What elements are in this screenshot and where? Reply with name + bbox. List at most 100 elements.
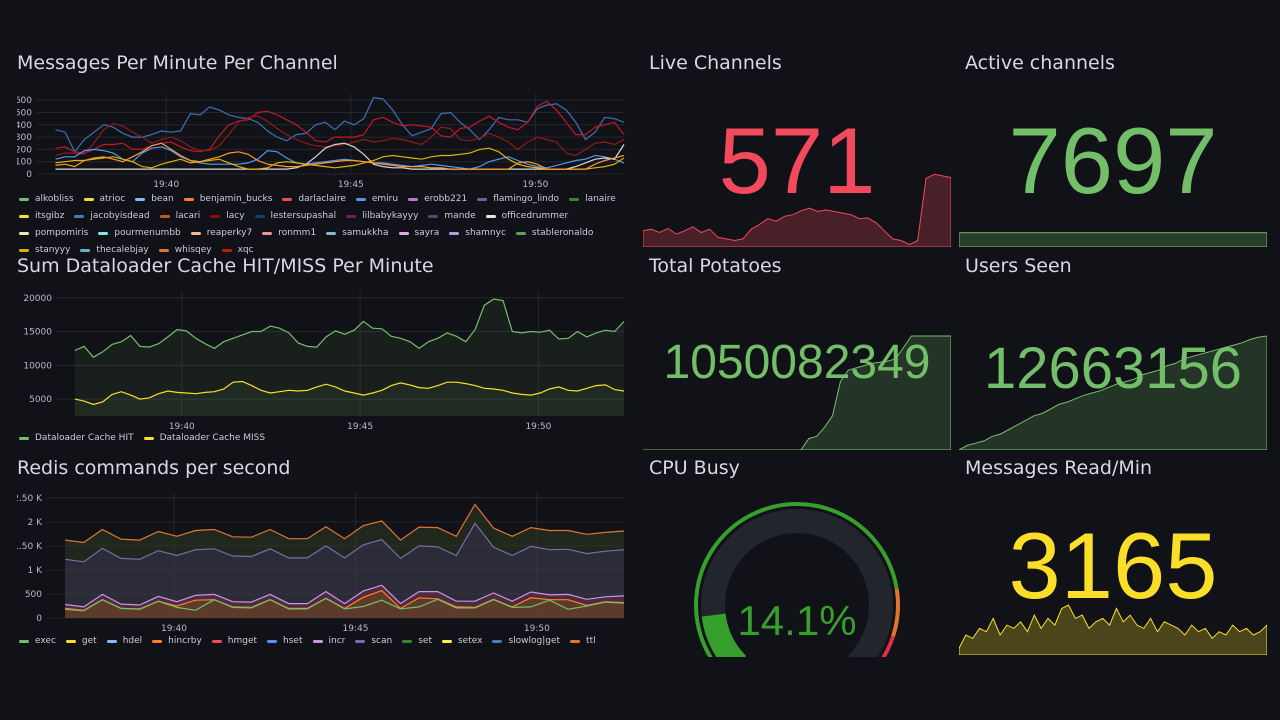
legend-item[interactable]: hmget	[211, 636, 258, 646]
legend-label: atrioc	[99, 194, 126, 204]
dataloader-cache-panel: Sum Dataloader Cache HIT/MISS Per Minute…	[17, 255, 629, 450]
legend-item[interactable]: itsgibz	[19, 211, 64, 221]
legend-label: samukkha	[342, 228, 389, 238]
legend-item[interactable]: setex	[441, 636, 482, 646]
legend-item[interactable]: stableronaldo	[515, 228, 594, 238]
stat-value: 571	[718, 108, 876, 213]
legend-label: shamnyc	[465, 228, 506, 238]
legend-swatch	[346, 214, 357, 218]
legend-item[interactable]: xqc	[221, 245, 254, 255]
y-tick-label: 1.50 K	[17, 542, 43, 552]
legend-item[interactable]: lacari	[159, 211, 200, 221]
x-tick-label: 19:45	[347, 422, 373, 432]
legend-item[interactable]: hincrby	[152, 636, 202, 646]
legend-item[interactable]: sayra	[398, 228, 439, 238]
legend-swatch	[408, 197, 419, 201]
legend-label: hmget	[227, 636, 258, 646]
legend-item[interactable]: benjamin_bucks	[183, 194, 272, 204]
legend-item[interactable]: shamnyc	[449, 228, 506, 238]
redis-chart[interactable]: 0 500 1 K 1.50 K 2 K 2.50 K 19:40 19:45 19:50	[17, 489, 629, 634]
legend-swatch	[19, 248, 29, 252]
panel-title: Redis commands per second	[17, 457, 291, 479]
legend-item[interactable]: bean	[135, 194, 174, 204]
y-tick-label: 2 K	[28, 518, 44, 528]
legend-item[interactable]: get	[65, 636, 97, 646]
stat-value: 1050082349	[663, 336, 931, 389]
legend-label: jacobyisdead	[90, 211, 150, 221]
legend-item[interactable]: hset	[267, 636, 303, 646]
legend-item[interactable]: mande	[428, 211, 476, 221]
legend-item[interactable]: atrioc	[83, 194, 126, 204]
legend-item[interactable]: lanaire	[569, 194, 616, 204]
legend-swatch	[492, 639, 503, 643]
cache-chart[interactable]: 5000 10000 15000 20000 19:40 19:45 19:50	[17, 287, 629, 432]
legend-item[interactable]: jacobyisdead	[74, 211, 150, 221]
cpu-gauge	[694, 502, 900, 657]
legend-item[interactable]: alkobliss	[19, 194, 74, 204]
y-tick-label: 15000	[23, 328, 52, 338]
series-area-hincrby	[65, 590, 625, 618]
legend-label: erobb221	[424, 194, 468, 204]
stat-panel-users-seen: Users Seen 12663156	[959, 255, 1267, 450]
series-line-slowlog|get	[65, 522, 625, 563]
series-line-stanyyy	[55, 147, 625, 170]
legend-item[interactable]: scan	[355, 636, 392, 646]
legend-item[interactable]: whisqey	[158, 245, 212, 255]
legend-swatch	[570, 639, 581, 643]
legend-item[interactable]: darlaclaire	[282, 194, 346, 204]
legend-label: get	[81, 636, 97, 646]
legend-item[interactable]: Dataloader Cache MISS	[143, 433, 265, 443]
legend-label: thecalebjay	[96, 245, 149, 255]
legend-label: stableronaldo	[531, 228, 594, 238]
legend-item[interactable]: set	[402, 636, 432, 646]
series-area-Dataloader Cache MISS	[74, 381, 625, 416]
gauge-threshold-orange	[891, 588, 900, 637]
legend-swatch	[159, 214, 170, 218]
x-tick-label: 19:40	[161, 624, 187, 634]
y-tick-label: 200	[17, 145, 32, 155]
legend-item[interactable]: ronmm1	[262, 228, 316, 238]
legend-item[interactable]: emiru	[355, 194, 398, 204]
legend-item[interactable]: reaperky7	[190, 228, 252, 238]
legend-item[interactable]: incr	[312, 636, 345, 646]
y-tick-label: 0	[36, 614, 42, 624]
legend-item[interactable]: samukkha	[326, 228, 389, 238]
legend-label: pourmenumbb	[114, 228, 181, 238]
x-tick-label: 19:50	[524, 624, 550, 634]
cpu-busy-panel: CPU Busy 14.1%	[643, 457, 951, 657]
series-line-ttl	[65, 503, 625, 544]
legend-item[interactable]: flamingo_lindo	[477, 194, 559, 204]
legend-item[interactable]: Dataloader Cache HIT	[19, 433, 134, 443]
legend-item[interactable]: ttl	[570, 636, 596, 646]
legend-item[interactable]: lacy	[210, 211, 245, 221]
legend-item[interactable]: slowlog|get	[492, 636, 560, 646]
legend-item[interactable]: pompomiris	[19, 228, 88, 238]
legend-swatch	[152, 639, 163, 643]
y-tick-label: 500	[17, 108, 32, 118]
legend-item[interactable]: erobb221	[408, 194, 467, 204]
series-line-Dataloader Cache MISS	[74, 380, 625, 406]
x-tick-label: 19:40	[169, 422, 195, 432]
legend-item[interactable]: thecalebjay	[80, 245, 149, 255]
legend-item[interactable]: officedrummer	[485, 211, 568, 221]
legend-item[interactable]: hdel	[106, 636, 142, 646]
messages-chart[interactable]: 0 100 200 300 400 500 600 19:40 19:45 19:50	[17, 90, 629, 190]
legend-item[interactable]: pourmenumbb	[98, 228, 181, 238]
redis-commands-panel: Redis commands per second 0 500 1 K 1.50 K 2…	[17, 457, 629, 657]
panel-title: Live Channels	[649, 52, 782, 74]
legend-item[interactable]: lilbabykayyy	[346, 211, 418, 221]
y-tick-label: 10000	[23, 361, 52, 371]
legend-swatch	[477, 197, 488, 201]
legend-label: stanyyy	[35, 245, 71, 255]
legend-item[interactable]: lestersupashal	[254, 211, 336, 221]
legend-swatch	[262, 231, 273, 235]
legend-swatch	[158, 248, 169, 252]
legend-swatch	[398, 231, 409, 235]
x-tick-label: 19:50	[522, 180, 548, 190]
chart-legend: alkobliss atrioc bean benjamin_bucks darlacl…	[19, 194, 619, 255]
legend-item[interactable]: stanyyy	[19, 245, 70, 255]
stat-panel-live-channels: Live Channels 571	[643, 52, 951, 247]
panel-title: CPU Busy	[649, 457, 740, 479]
legend-item[interactable]: exec	[19, 636, 56, 646]
legend-swatch	[569, 197, 580, 201]
